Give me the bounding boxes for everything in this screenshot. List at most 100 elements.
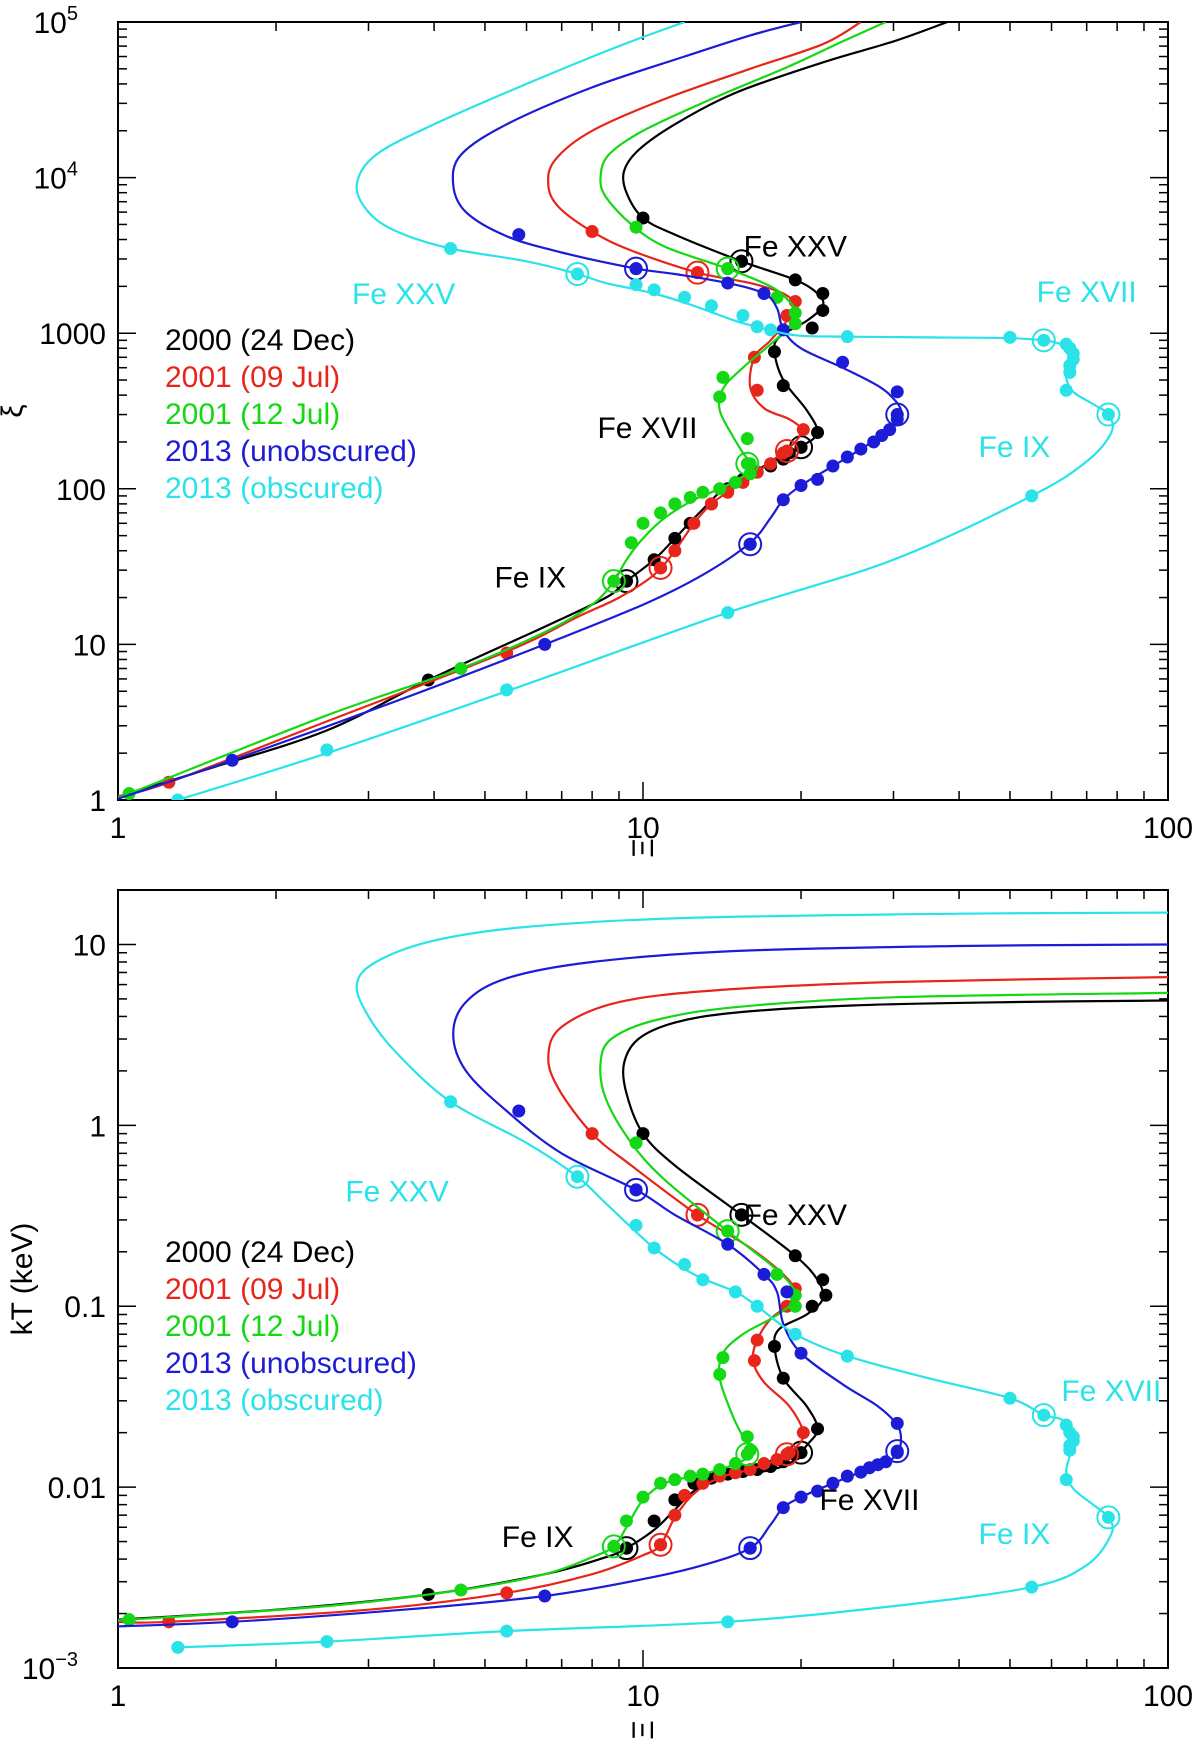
minor-ticks <box>118 22 1168 800</box>
annotation-fe-ix: Fe IX <box>502 1521 574 1554</box>
data-point <box>500 646 514 660</box>
ring-point-dot <box>1037 333 1051 347</box>
data-point <box>678 290 692 304</box>
data-point <box>512 228 526 242</box>
data-point <box>767 345 781 359</box>
ring-point <box>738 532 763 557</box>
data-point <box>816 303 830 317</box>
data-point <box>811 1422 825 1436</box>
data-point <box>713 1367 727 1381</box>
legend-entry: 2013 (unobscured) <box>165 435 417 468</box>
legend-entry: 2013 (unobscured) <box>165 1347 417 1380</box>
data-point <box>740 432 754 446</box>
legend: 2000 (24 Dec) 2001 (09 Jul) 2001 (12 Jul) 2… <box>165 1236 417 1417</box>
ring-point-dot <box>607 574 621 588</box>
ring-point-dot <box>654 561 668 575</box>
minor-ticks <box>118 890 1168 1668</box>
data-point <box>629 1218 643 1232</box>
data-point <box>826 1476 840 1490</box>
y-tick-label: 10−3 <box>22 1649 78 1686</box>
data-point <box>619 1514 633 1528</box>
y-tick-label: 0.01 <box>48 1472 106 1505</box>
data-point <box>780 1285 794 1299</box>
ring-point <box>729 249 754 274</box>
data-point <box>500 1586 514 1600</box>
data-point <box>826 459 840 473</box>
ring-point <box>565 1164 590 1189</box>
data-point <box>696 485 710 499</box>
ring-point-dot <box>780 444 794 458</box>
data-point <box>444 242 458 256</box>
data-point <box>816 286 830 300</box>
series-2001-09-jul <box>118 976 1168 1629</box>
data-point <box>320 743 334 757</box>
y-axis-label: ξ <box>0 404 29 417</box>
x-tick-label: 1 <box>110 812 127 845</box>
data-point <box>764 457 778 471</box>
data-point <box>776 493 790 507</box>
ring-point <box>1096 402 1121 427</box>
y-tick-label: 105 <box>34 3 79 40</box>
data-point <box>811 472 825 486</box>
data-point <box>454 1583 468 1597</box>
data-point <box>454 662 468 676</box>
series-line <box>118 22 862 798</box>
legend-entry: 2001 (12 Jul) <box>165 398 340 431</box>
data-point <box>1059 383 1073 397</box>
data-point <box>728 1285 742 1299</box>
data-point <box>788 1249 802 1263</box>
y-tick-label: 104 <box>34 159 79 196</box>
data-point <box>683 490 697 504</box>
legend-entry: 2001 (09 Jul) <box>165 1273 340 1306</box>
y-tick-label: 10 <box>73 929 106 962</box>
data-point <box>636 1127 650 1141</box>
data-point <box>840 450 854 464</box>
ring-point-dot <box>890 1444 904 1458</box>
data-point <box>750 1299 764 1313</box>
ring-point <box>1031 328 1056 353</box>
data-point <box>750 320 764 334</box>
ring-point-dot <box>740 1447 754 1461</box>
data-point <box>538 1589 552 1603</box>
y-axis-label: kT (keV) <box>6 1223 39 1336</box>
data-point <box>890 1416 904 1430</box>
ring-point <box>565 262 590 287</box>
ring-point <box>738 1536 763 1561</box>
data-point <box>750 383 764 397</box>
data-point <box>840 1349 854 1363</box>
data-point <box>668 497 682 511</box>
data-point <box>736 308 750 322</box>
data-point <box>1025 1580 1039 1594</box>
series-2013-obscured <box>171 911 1168 1654</box>
data-point <box>668 1508 682 1522</box>
data-point <box>721 1237 735 1251</box>
data-point <box>811 426 825 440</box>
data-point <box>500 683 514 697</box>
data-point <box>728 1466 742 1480</box>
panel-top: 1 10 100 1 10 100 1000 104 105 Ξξ Fe XXV Fe XVII Fe … <box>0 3 1193 858</box>
data-point <box>750 1333 764 1347</box>
data-point <box>668 1493 682 1507</box>
data-point <box>788 1327 802 1341</box>
ring-point-dot <box>607 1539 621 1553</box>
data-point <box>629 1136 643 1150</box>
data-point <box>1059 1418 1073 1432</box>
data-point <box>713 390 727 404</box>
data-point <box>538 637 552 651</box>
data-point <box>819 1288 833 1302</box>
data-point <box>585 225 599 239</box>
data-point <box>840 330 854 344</box>
series-2013-obscured <box>171 22 1121 800</box>
data-point <box>225 1615 239 1629</box>
y-tick-exponent: 4 <box>67 159 78 181</box>
data-point <box>668 1473 682 1487</box>
legend: 2000 (24 Dec) 2001 (09 Jul) 2001 (12 Jul) 2… <box>165 324 417 505</box>
data-point <box>794 1490 808 1504</box>
ring-point-dot <box>619 574 633 588</box>
y-tick-label: 10 <box>73 629 106 662</box>
data-point <box>320 1635 334 1649</box>
data-point <box>500 1624 514 1638</box>
annotation-fe-xvii: Fe XVII <box>597 412 697 445</box>
data-point <box>811 1484 825 1498</box>
data-point <box>704 497 718 511</box>
